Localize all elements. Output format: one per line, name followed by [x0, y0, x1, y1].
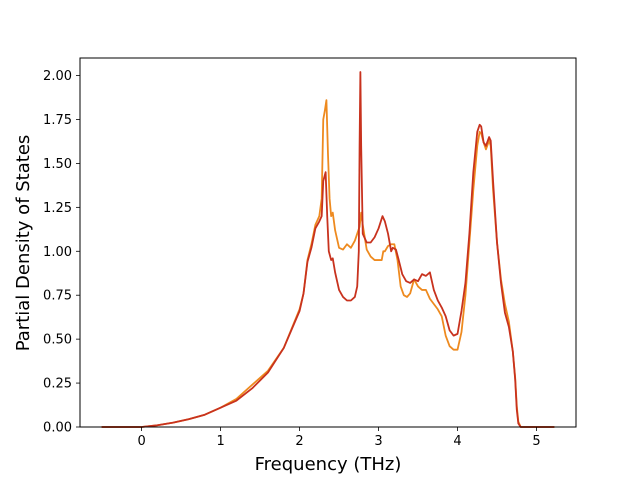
x-tick-label: 3: [374, 434, 382, 449]
y-tick-label: 0.50: [43, 333, 72, 348]
y-axis-ticks: 0.00 0.25 0.50 0.75 1.00 1.25 1.50 1.75 2.00: [43, 69, 80, 436]
series-layer: [101, 71, 555, 428]
x-tick-label: 4: [453, 434, 461, 449]
y-tick-label: 0.25: [43, 377, 72, 392]
y-tick-label: 0.00: [43, 421, 72, 436]
x-tick-label: 2: [295, 434, 303, 449]
y-tick-label: 1.75: [43, 113, 72, 128]
y-tick-label: 1.50: [43, 157, 72, 172]
y-tick-label: 1.00: [43, 245, 72, 260]
plot-frame: [79, 57, 577, 428]
x-tick-label: 0: [137, 434, 145, 449]
x-tick-label: 5: [532, 434, 540, 449]
y-tick-label: 2.00: [43, 69, 72, 84]
x-axis-label: Frequency (THz): [255, 454, 402, 475]
x-axis-ticks: 0 1 2 3 4 5: [137, 427, 541, 449]
y-axis-label: Partial Density of States: [13, 135, 34, 352]
y-tick-label: 0.75: [43, 289, 72, 304]
y-tick-label: 1.25: [43, 201, 72, 216]
x-tick-label: 1: [216, 434, 224, 449]
series-line-2: [101, 71, 555, 428]
